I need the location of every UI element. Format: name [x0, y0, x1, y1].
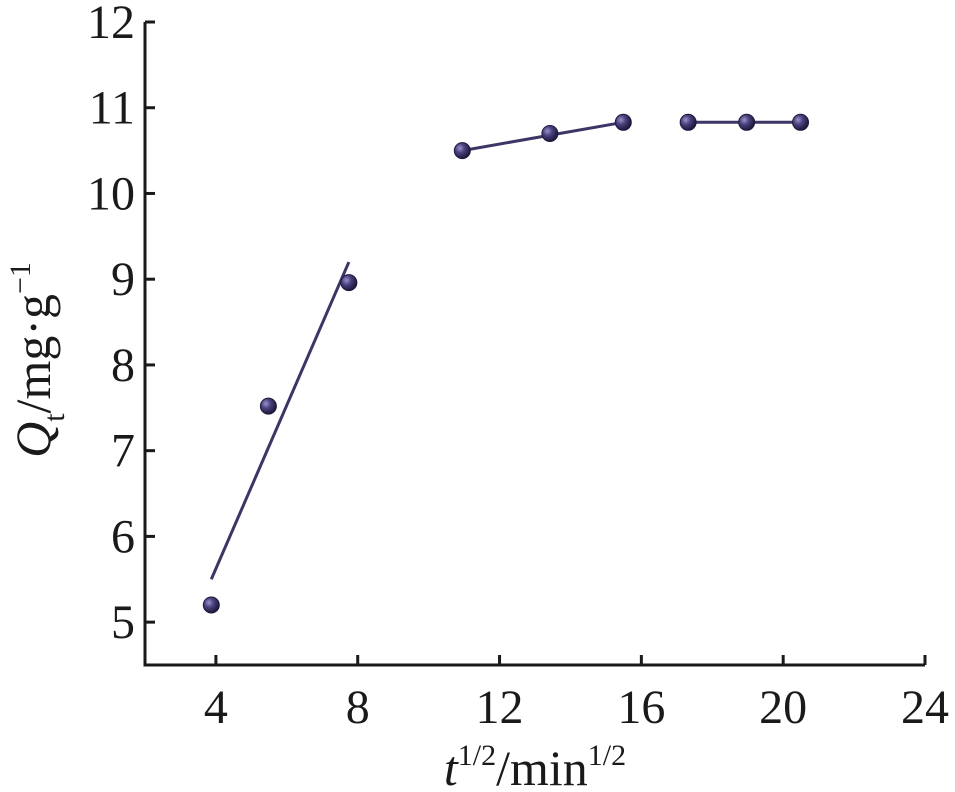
y-tick-label: 9 — [111, 253, 135, 306]
y-tick-label: 10 — [87, 167, 135, 220]
data-point — [259, 397, 277, 415]
fit-line — [209, 261, 351, 580]
y-tick-label: 11 — [89, 82, 135, 135]
data-points — [202, 113, 810, 614]
y-tick-label: 6 — [111, 510, 135, 563]
fit-lines — [209, 120, 801, 580]
y-tick-label: 7 — [111, 425, 135, 478]
x-tick-label: 24 — [901, 681, 949, 734]
y-tick-label: 5 — [111, 596, 135, 649]
x-tick-label: 8 — [346, 681, 370, 734]
data-point — [453, 142, 471, 160]
data-point — [679, 113, 697, 131]
x-axis-ticks: 4 8 12 16 20 24 — [204, 655, 949, 734]
axes — [143, 22, 925, 667]
y-axis-ticks: 5 6 7 8 9 10 11 12 — [87, 0, 155, 649]
data-point — [614, 113, 632, 131]
x-axis-title: t1/2/min1/2 — [444, 739, 626, 792]
data-point — [541, 124, 559, 142]
data-point — [792, 113, 810, 131]
x-tick-label: 16 — [617, 681, 665, 734]
y-axis-title: Qt/mg·g−1 — [4, 262, 71, 458]
data-point — [738, 113, 756, 131]
y-tick-label: 8 — [111, 339, 135, 392]
data-point — [202, 596, 220, 614]
x-tick-label: 12 — [476, 681, 524, 734]
y-tick-label: 12 — [87, 0, 135, 49]
data-point — [340, 274, 358, 292]
x-tick-label: 20 — [759, 681, 807, 734]
x-tick-label: 4 — [204, 681, 228, 734]
